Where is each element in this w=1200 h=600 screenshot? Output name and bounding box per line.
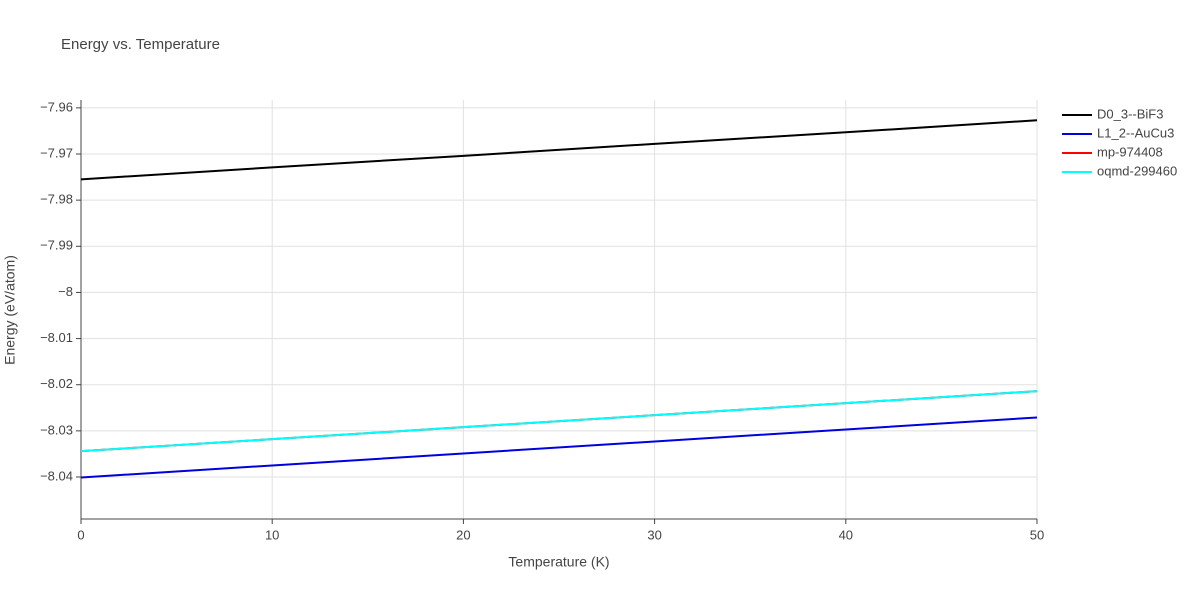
legend-label: mp-974408: [1097, 144, 1163, 159]
y-tick-label: −7.96: [40, 99, 73, 114]
x-axis-label: Temperature (K): [508, 554, 609, 570]
y-tick-label: −7.97: [40, 145, 73, 160]
y-tick-label: −8.03: [40, 422, 73, 437]
y-axis-label: Energy (eV/atom): [2, 255, 18, 365]
x-tick-label: 30: [647, 527, 661, 542]
legend-label: L1_2--AuCu3: [1097, 125, 1174, 140]
line: [80, 119, 1038, 181]
y-tick-label: −8.02: [40, 376, 73, 391]
line: [80, 416, 1038, 479]
x-tick-label: 50: [1030, 527, 1044, 542]
y-tick-label: −7.98: [40, 192, 73, 207]
legend-label: oqmd-299460: [1097, 163, 1177, 178]
y-tick-label: −8.04: [40, 468, 73, 483]
x-tick-label: 10: [265, 527, 279, 542]
x-tick-label: 0: [77, 527, 84, 542]
chart-title: Energy vs. Temperature: [61, 36, 220, 53]
line: [80, 390, 1038, 453]
x-tick-label: 40: [839, 527, 853, 542]
y-tick-label: −8.01: [40, 330, 73, 345]
legend-label: D0_3--BiF3: [1097, 106, 1163, 121]
y-tick-label: −8: [58, 284, 73, 299]
y-tick-label: −7.99: [40, 238, 73, 253]
x-tick-label: 20: [456, 527, 470, 542]
